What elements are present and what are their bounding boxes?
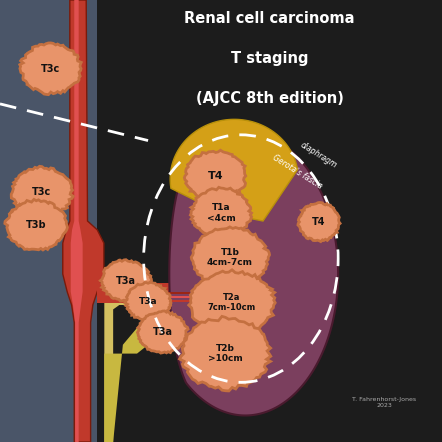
Polygon shape — [169, 133, 338, 415]
Polygon shape — [191, 227, 270, 288]
Text: T3a: T3a — [139, 297, 157, 306]
Polygon shape — [20, 43, 81, 95]
Polygon shape — [71, 0, 83, 442]
Polygon shape — [63, 0, 104, 442]
Text: T4: T4 — [312, 217, 326, 227]
Text: T3a: T3a — [116, 276, 136, 286]
Polygon shape — [11, 166, 73, 218]
Polygon shape — [179, 316, 271, 391]
Polygon shape — [189, 270, 275, 335]
Polygon shape — [170, 119, 297, 221]
Polygon shape — [125, 282, 171, 320]
Text: T3c: T3c — [32, 187, 52, 197]
Polygon shape — [298, 202, 340, 242]
Text: T1a
<4cm: T1a <4cm — [206, 203, 236, 223]
Text: T staging: T staging — [231, 51, 309, 66]
Text: T3c: T3c — [41, 64, 61, 73]
Polygon shape — [104, 305, 169, 442]
Polygon shape — [0, 0, 97, 442]
Polygon shape — [97, 283, 203, 303]
Polygon shape — [133, 296, 190, 298]
Polygon shape — [133, 300, 190, 302]
Text: Gerota's fascia: Gerota's fascia — [271, 152, 324, 191]
Text: T3b: T3b — [26, 221, 46, 230]
Text: diaphragm: diaphragm — [298, 141, 338, 170]
Polygon shape — [137, 311, 188, 353]
Polygon shape — [100, 260, 152, 301]
Text: (AJCC 8th edition): (AJCC 8th edition) — [196, 91, 343, 106]
Polygon shape — [104, 292, 133, 442]
Polygon shape — [133, 292, 190, 294]
Polygon shape — [191, 187, 251, 239]
Text: T2b
>10cm: T2b >10cm — [208, 344, 243, 363]
Polygon shape — [184, 150, 246, 201]
Text: T4: T4 — [208, 171, 224, 181]
Text: T2a
7cm-10cm: T2a 7cm-10cm — [208, 293, 256, 312]
Text: T. Fahrenhorst-Jones
2023: T. Fahrenhorst-Jones 2023 — [352, 397, 417, 408]
Polygon shape — [5, 199, 68, 250]
Polygon shape — [97, 0, 442, 442]
Text: T3a: T3a — [152, 328, 173, 337]
Text: Renal cell carcinoma: Renal cell carcinoma — [184, 11, 355, 26]
Text: T1b
4cm-7cm: T1b 4cm-7cm — [207, 248, 253, 267]
